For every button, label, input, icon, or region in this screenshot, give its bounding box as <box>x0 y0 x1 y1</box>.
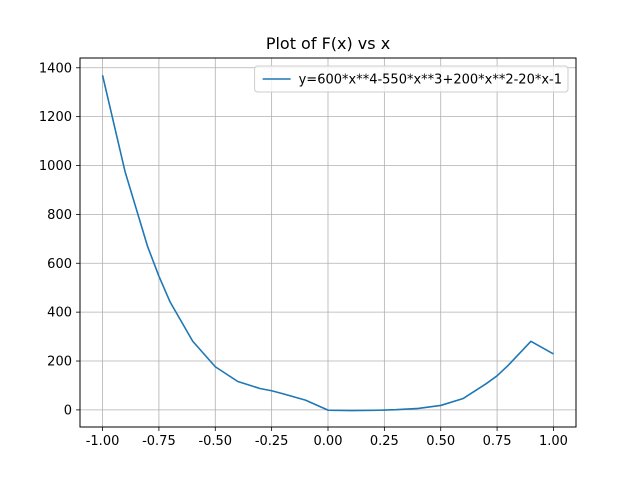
series-layer <box>101 75 554 412</box>
x-tick-label: -0.50 <box>198 434 232 449</box>
legend-label: y=600*x**4-550*x**3+200*x**2-20*x-1 <box>299 73 562 88</box>
chart-title: Plot of F(x) vs x <box>266 34 390 53</box>
x-tick-label: -1.00 <box>86 434 120 449</box>
y-tick-label: 600 <box>47 257 72 272</box>
ticks: -1.00 -0.75 -0.50 -0.25 0.00 0.25 0.50 0.75 1.00… <box>39 61 568 449</box>
x-tick-label: 0.00 <box>314 434 343 449</box>
legend: y=600*x**4-550*x**3+200*x**2-20*x-1 <box>254 65 569 93</box>
y-tick-label: 1200 <box>39 110 72 125</box>
x-tick-label: 0.25 <box>370 434 399 449</box>
x-tick-label: -0.25 <box>255 434 289 449</box>
x-tick-label: 1.00 <box>539 434 568 449</box>
x-tick-label: 0.75 <box>483 434 512 449</box>
series-line <box>101 75 554 412</box>
x-tick-label: 0.50 <box>426 434 455 449</box>
y-tick-label: 800 <box>47 208 72 223</box>
y-tick-label: 0 <box>64 403 72 418</box>
y-tick-label: 400 <box>47 306 72 321</box>
legend-box <box>254 65 569 93</box>
y-tick-label: 1000 <box>39 159 72 174</box>
y-tick-label: 200 <box>47 355 72 370</box>
x-tick-label: -0.75 <box>142 434 176 449</box>
y-tick-label: 1400 <box>39 61 72 76</box>
